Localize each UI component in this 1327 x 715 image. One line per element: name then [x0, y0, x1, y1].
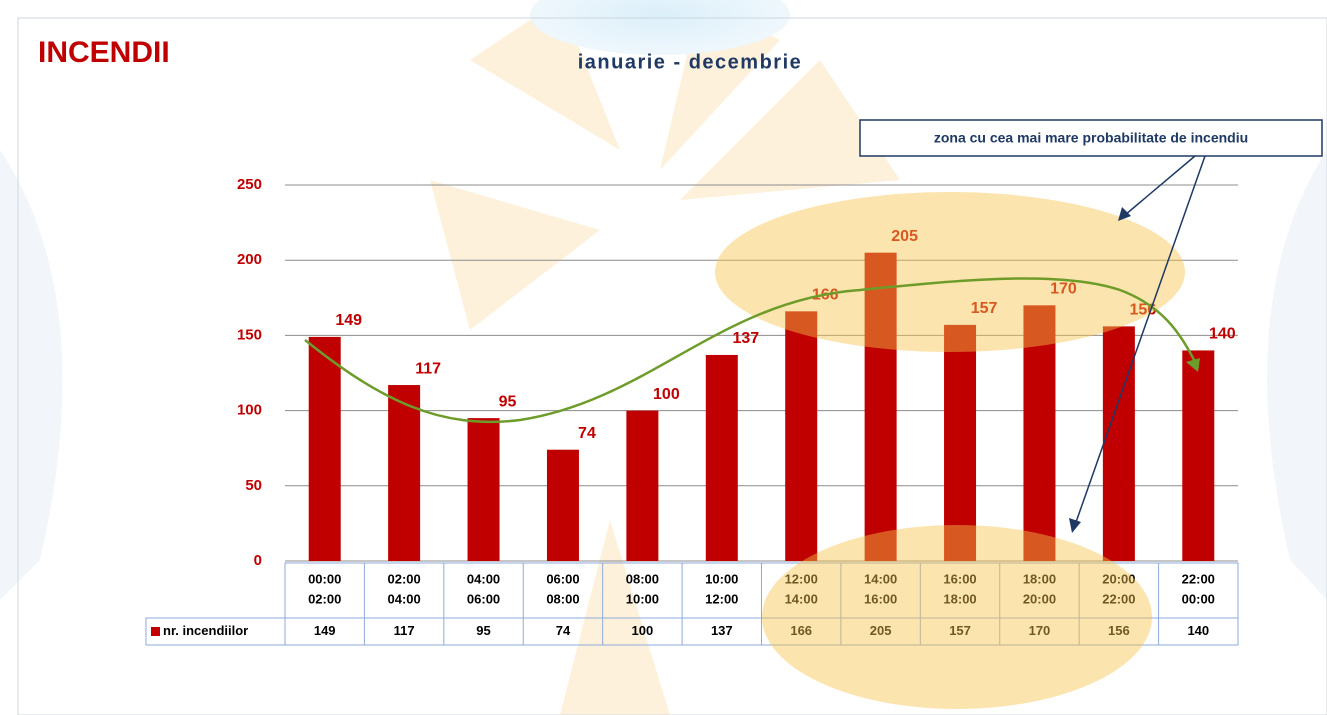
data-label: 74 — [578, 425, 596, 442]
table-value: 157 — [949, 623, 971, 638]
table-value: 100 — [632, 623, 654, 638]
x-tick-label: 14:00 — [864, 571, 897, 586]
bar — [1182, 350, 1215, 561]
x-tick-label: 22:00 — [1182, 571, 1215, 586]
x-tick-label: 18:00 — [943, 591, 976, 606]
arrow-head — [1118, 207, 1131, 221]
legend-swatch — [151, 627, 160, 636]
x-tick-label: 08:00 — [546, 591, 579, 606]
bar — [785, 311, 818, 561]
x-tick-label: 16:00 — [864, 591, 897, 606]
x-tick-label: 08:00 — [626, 571, 659, 586]
data-label: 149 — [335, 312, 362, 329]
data-label: 100 — [653, 386, 680, 403]
x-tick-label: 16:00 — [943, 571, 976, 586]
y-tick-label: 150 — [237, 326, 262, 343]
table-value: 170 — [1029, 623, 1051, 638]
x-tick-label: 00:00 — [308, 571, 341, 586]
y-tick-label: 100 — [237, 402, 262, 419]
y-tick-label: 0 — [254, 552, 262, 569]
chart-subtitle: ianuarie - decembrie — [578, 51, 803, 73]
arrow — [1124, 155, 1196, 216]
arrow-head — [1069, 518, 1081, 533]
y-tick-label: 50 — [245, 477, 262, 494]
x-tick-label: 20:00 — [1102, 571, 1135, 586]
data-label: 95 — [499, 393, 517, 410]
x-tick-label: 04:00 — [467, 571, 500, 586]
table-value: 137 — [711, 623, 733, 638]
table-value: 95 — [476, 623, 490, 638]
data-label: 170 — [1050, 281, 1077, 298]
x-tick-label: 10:00 — [626, 591, 659, 606]
bar — [388, 385, 421, 561]
table-value: 156 — [1108, 623, 1130, 638]
bar — [864, 252, 897, 561]
legend-label: nr. incendiilor — [163, 623, 248, 638]
x-tick-label: 10:00 — [705, 571, 738, 586]
bar — [1023, 305, 1056, 561]
arrow — [1074, 155, 1206, 526]
bar — [944, 324, 977, 561]
x-tick-label: 06:00 — [467, 591, 500, 606]
data-label: 137 — [732, 330, 759, 347]
y-tick-label: 200 — [237, 251, 262, 268]
bar — [626, 410, 659, 561]
frame — [17, 17, 1327, 715]
highlight-zone — [715, 192, 1185, 352]
bar — [1102, 326, 1135, 561]
chart-title: INCENDII — [38, 36, 170, 69]
x-tick-label: 04:00 — [388, 591, 421, 606]
arrow-head — [1186, 358, 1200, 372]
bar — [308, 336, 341, 561]
x-tick-label: 20:00 — [1023, 591, 1056, 606]
x-tick-label: 00:00 — [1182, 591, 1215, 606]
bar — [546, 449, 579, 561]
table-value: 117 — [394, 623, 415, 638]
data-label: 205 — [891, 228, 918, 245]
x-tick-label: 02:00 — [308, 591, 341, 606]
annotation: zona cu cea mai mare probabilitate de in… — [934, 130, 1248, 146]
table-value: 205 — [870, 623, 892, 638]
table-value: 140 — [1187, 623, 1209, 638]
bar — [705, 354, 738, 561]
trend-curve — [304, 277, 1200, 424]
y-tick-label: 250 — [237, 176, 262, 193]
highlight-zone — [762, 525, 1152, 709]
x-tick-label: 22:00 — [1102, 591, 1135, 606]
data-label: 140 — [1209, 326, 1236, 343]
bar — [467, 418, 500, 561]
x-tick-label: 14:00 — [785, 591, 818, 606]
x-tick-label: 12:00 — [705, 591, 738, 606]
x-tick-label: 18:00 — [1023, 571, 1056, 586]
annotation-box — [859, 119, 1323, 157]
x-tick-label: 12:00 — [785, 571, 818, 586]
x-tick-label: 02:00 — [388, 571, 421, 586]
x-tick-label: 06:00 — [546, 571, 579, 586]
table-value: 74 — [556, 623, 571, 638]
data-label: 117 — [415, 360, 441, 377]
data-label: 157 — [971, 300, 998, 317]
table-value: 166 — [790, 623, 812, 638]
table-value: 149 — [314, 623, 336, 638]
